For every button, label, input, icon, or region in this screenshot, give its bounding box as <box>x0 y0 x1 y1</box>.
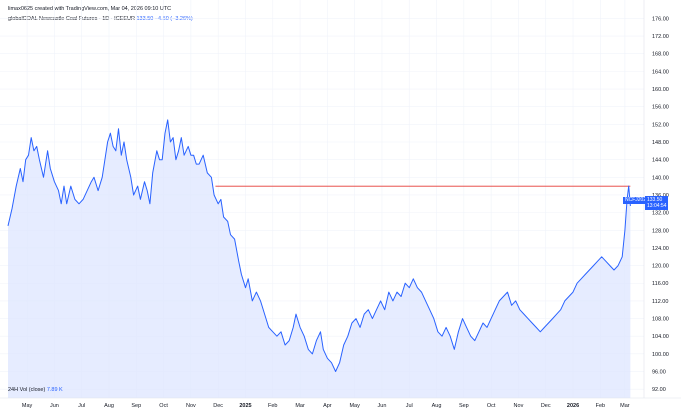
y-tick-label: 164.00 <box>652 69 669 75</box>
price-area-fill <box>8 119 631 399</box>
x-tick-label: Aug <box>432 403 442 409</box>
y-tick-label: 140.00 <box>652 175 669 181</box>
price-axis[interactable]: 92.00 96.00 100.00 104.00 108.00 112.00 116.00… <box>652 16 669 393</box>
x-tick-label: Dec <box>213 403 223 409</box>
y-tick-label: 132.00 <box>652 211 669 217</box>
y-tick-label: 96.00 <box>652 370 666 376</box>
y-tick-label: 152.00 <box>652 122 669 128</box>
time-axis[interactable]: May Jun Jul Aug Sep Oct Nov Dec 2025 Feb Mar Apr May… <box>22 403 630 409</box>
x-tick-label: Mar <box>620 403 630 409</box>
y-tick-label: 136.00 <box>652 193 669 199</box>
chart-credit: limax0625 created with TradingView.com, … <box>8 6 172 12</box>
symbol-name[interactable]: globalCOAL Newcastle Coal Futures · 1D ·… <box>8 16 135 22</box>
y-tick-label: 108.00 <box>652 317 669 323</box>
y-tick-label: 128.00 <box>652 228 669 234</box>
x-tick-label: Oct <box>487 403 496 409</box>
x-tick-label: Jul <box>406 403 413 409</box>
y-tick-label: 160.00 <box>652 87 669 93</box>
x-tick-label: May <box>349 403 360 409</box>
y-tick-label: 168.00 <box>652 52 669 58</box>
y-tick-label: 104.00 <box>652 334 669 340</box>
price-tag-value: 133.50 <box>647 197 663 203</box>
symbol-line: globalCOAL Newcastle Coal Futures · 1D ·… <box>8 16 193 22</box>
y-tick-label: 120.00 <box>652 264 669 270</box>
y-tick-label: 124.00 <box>652 246 669 252</box>
x-tick-label: May <box>22 403 33 409</box>
x-tick-label: Nov <box>514 403 524 409</box>
x-tick-label: Jul <box>78 403 85 409</box>
y-tick-label: 92.00 <box>652 387 666 393</box>
y-tick-label: 148.00 <box>652 140 669 146</box>
x-tick-label: Sep <box>459 403 469 409</box>
x-tick-label: Dec <box>541 403 551 409</box>
x-tick-label: 2026 <box>567 403 579 409</box>
volume-legend: 24H Vol (close) 7.89 K <box>8 387 63 393</box>
x-tick-label: 2025 <box>239 403 251 409</box>
price-tag-countdown: 13:04:54 <box>647 203 667 209</box>
price-change: −4.50 (−3.26%) <box>154 16 193 22</box>
volume-value: 7.89 K <box>46 387 63 393</box>
y-tick-label: 112.00 <box>652 299 668 305</box>
symbol-tag: NCFJ2026 <box>623 197 651 204</box>
x-tick-label: Jun <box>378 403 387 409</box>
y-tick-label: 172.00 <box>652 34 669 40</box>
y-tick-label: 156.00 <box>652 105 669 111</box>
y-tick-label: 100.00 <box>652 352 669 358</box>
x-tick-label: Nov <box>186 403 196 409</box>
y-tick-label: 176.00 <box>652 16 669 22</box>
volume-label: 24H Vol (close) <box>8 387 46 393</box>
price-line <box>7 119 631 372</box>
x-tick-label: Jun <box>50 403 59 409</box>
x-tick-label: Oct <box>159 403 168 409</box>
x-tick-label: Feb <box>268 403 277 409</box>
y-tick-label: 116.00 <box>652 281 668 287</box>
x-tick-label: Sep <box>131 403 141 409</box>
y-tick-label: 144.00 <box>652 158 669 164</box>
x-tick-label: Aug <box>104 403 114 409</box>
last-price: 133.50 <box>136 16 154 22</box>
price-tag: 133.50 13:04:54 <box>645 196 669 210</box>
x-tick-label: Mar <box>295 403 305 409</box>
x-tick-label: Feb <box>596 403 605 409</box>
x-tick-label: Apr <box>323 403 332 409</box>
